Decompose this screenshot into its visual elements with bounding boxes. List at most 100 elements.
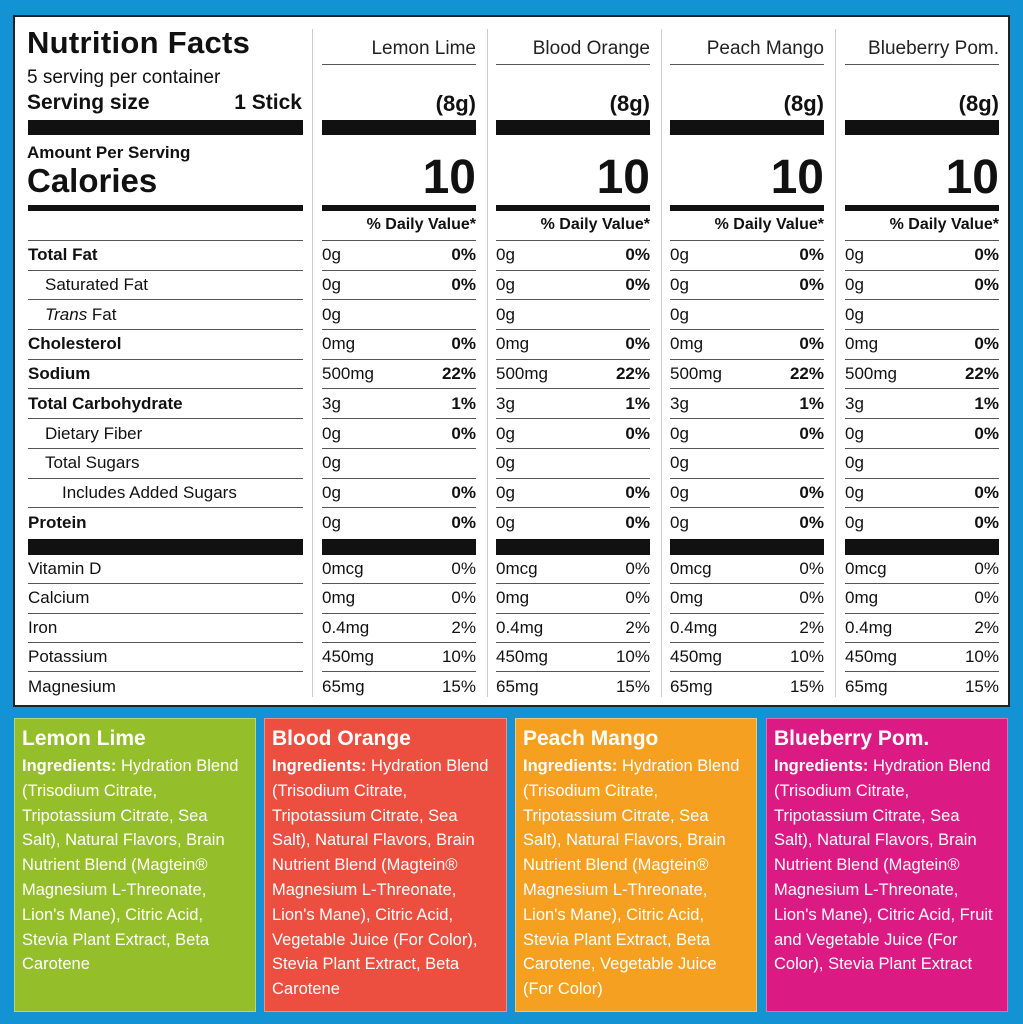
nutrient-amount: 0g (845, 482, 864, 502)
vitamin-row: 450mg 10% (322, 643, 476, 673)
nutrient-row: 0g 0% (322, 508, 476, 538)
vitamin-daily-value: 15% (789, 676, 824, 696)
ingredients-label: Ingredients: (272, 757, 367, 775)
vitamin-row: 0mcg 0% (845, 555, 999, 585)
daily-value-header: % Daily Value* (889, 216, 999, 233)
thick-divider (670, 120, 824, 135)
divider (845, 240, 999, 241)
vitamin-daily-value: 2% (451, 617, 476, 637)
ingredients-list: Hydration Blend (Trisodium Citrate, Trip… (272, 757, 489, 999)
product-serving-size: (8g) (958, 91, 999, 116)
nutrient-amount: 0g (845, 453, 864, 473)
nutrient-daily-value: 0% (451, 275, 476, 295)
nutrient-daily-value: 0% (625, 513, 650, 533)
nutrition-facts-title: Nutrition Facts (27, 25, 251, 60)
vitamin-label: Iron (28, 614, 303, 643)
divider (670, 64, 824, 65)
nutrient-amount: 3g (670, 393, 689, 413)
nutrient-daily-value: 0% (974, 275, 999, 295)
vitamin-amount: 65mg (670, 676, 713, 696)
nutrient-daily-value: 0% (625, 423, 650, 443)
vitamin-amount: 450mg (496, 647, 548, 667)
nutrient-row: 0g (322, 449, 476, 479)
nutrient-amount: 500mg (496, 364, 548, 384)
divider (845, 64, 999, 65)
nutrient-row: 0mg 0% (496, 330, 650, 360)
vitamin-label: Magnesium (28, 676, 116, 696)
vitamin-daily-value: 10% (789, 647, 824, 667)
vitamin-label: Vitamin D (28, 555, 303, 585)
thick-divider (28, 539, 303, 555)
nutrient-row: 0g (845, 449, 999, 479)
vitamin-amount: 0mg (322, 588, 356, 608)
nutrient-label-text: Dietary Fiber (45, 423, 143, 443)
nutrient-daily-value: 0% (625, 482, 650, 502)
vitamin-amount: 0.4mg (322, 617, 370, 637)
thick-divider (496, 120, 650, 135)
vitamin-row: 450mg 10% (496, 643, 650, 673)
vitamin-row: 0mcg 0% (496, 555, 650, 585)
calories-label: Calories (27, 162, 158, 199)
nutrient-row: 0g 0% (496, 419, 650, 449)
nutrient-amount: 0g (322, 275, 341, 295)
nutrient-row: 3g 1% (496, 390, 650, 420)
nutrient-label: Total Sugars (28, 449, 303, 479)
ingredients-label: Ingredients: (774, 757, 869, 775)
medium-divider (845, 205, 999, 211)
nutrient-label-text: Cholesterol (28, 334, 122, 354)
vitamin-row: 450mg 10% (670, 643, 824, 673)
ingredients-text: Ingredients: Hydration Blend (Trisodium … (774, 754, 1000, 977)
vitamin-daily-value: 10% (615, 647, 650, 667)
nutrient-row: 0g 0% (322, 419, 476, 449)
ingredients-box: Peach Mango Ingredients: Hydration Blend … (515, 718, 757, 1012)
vitamin-daily-value: 0% (451, 588, 476, 608)
vitamin-daily-value: 0% (625, 559, 650, 579)
thick-divider (670, 539, 824, 555)
nutrient-row: 0g 0% (670, 419, 824, 449)
vitamin-row: 0.4mg 2% (670, 614, 824, 643)
nutrient-label: Trans Fat (28, 300, 303, 331)
nutrient-amount: 0g (670, 245, 689, 265)
divider (496, 240, 650, 241)
nutrient-label-text: Sodium (28, 364, 91, 384)
vitamin-daily-value: 10% (964, 647, 999, 667)
product-column-name: Blueberry Pom. (868, 38, 999, 59)
nutrient-row: 500mg 22% (670, 360, 824, 390)
ingredients-product-name: Lemon Lime (22, 727, 146, 750)
divider (28, 240, 303, 241)
nutrient-amount: 0mg (845, 334, 879, 354)
vitamin-daily-value: 10% (441, 647, 476, 667)
nutrient-daily-value: 1% (451, 393, 476, 413)
nutrient-amount: 0g (845, 423, 864, 443)
product-calories: 10 (770, 151, 824, 204)
nutrient-row: 3g 1% (322, 390, 476, 420)
nutrition-facts-panel: Nutrition Facts 5 serving per container … (13, 15, 1010, 707)
serving-size: Serving size 1 Stick (27, 91, 302, 115)
vitamin-row: 0mcg 0% (322, 555, 476, 585)
ingredients-box: Lemon Lime Ingredients: Hydration Blend (… (14, 718, 256, 1012)
nutrient-amount: 0g (496, 304, 515, 324)
ingredients-text: Ingredients: Hydration Blend (Trisodium … (22, 754, 248, 977)
nutrient-amount: 0mg (322, 334, 356, 354)
nutrient-row: 0g (496, 449, 650, 479)
nutrient-label-text: Fat (87, 304, 117, 324)
nutrient-daily-value: 0% (625, 334, 650, 354)
product-serving-size: (8g) (783, 91, 824, 116)
divider (496, 64, 650, 65)
ingredients-text: Ingredients: Hydration Blend (Trisodium … (272, 754, 499, 1002)
vitamin-amount: 450mg (322, 647, 374, 667)
thick-divider (322, 539, 476, 555)
nutrient-label-text: Saturated Fat (45, 275, 149, 295)
nutrient-daily-value: 0% (799, 245, 824, 265)
nutrient-amount: 0g (845, 275, 864, 295)
thick-divider (845, 120, 999, 135)
nutrient-row: 0g 0% (496, 508, 650, 538)
vitamin-daily-value: 0% (799, 588, 824, 608)
nutrient-daily-value: 22% (964, 364, 999, 384)
column-separator (835, 29, 836, 697)
nutrient-amount: 0g (496, 513, 515, 533)
nutrient-row: 0g (496, 300, 650, 331)
nutrient-label-text: Total Sugars (45, 453, 140, 473)
product-calories: 10 (945, 151, 999, 204)
nutrient-daily-value: 0% (625, 275, 650, 295)
